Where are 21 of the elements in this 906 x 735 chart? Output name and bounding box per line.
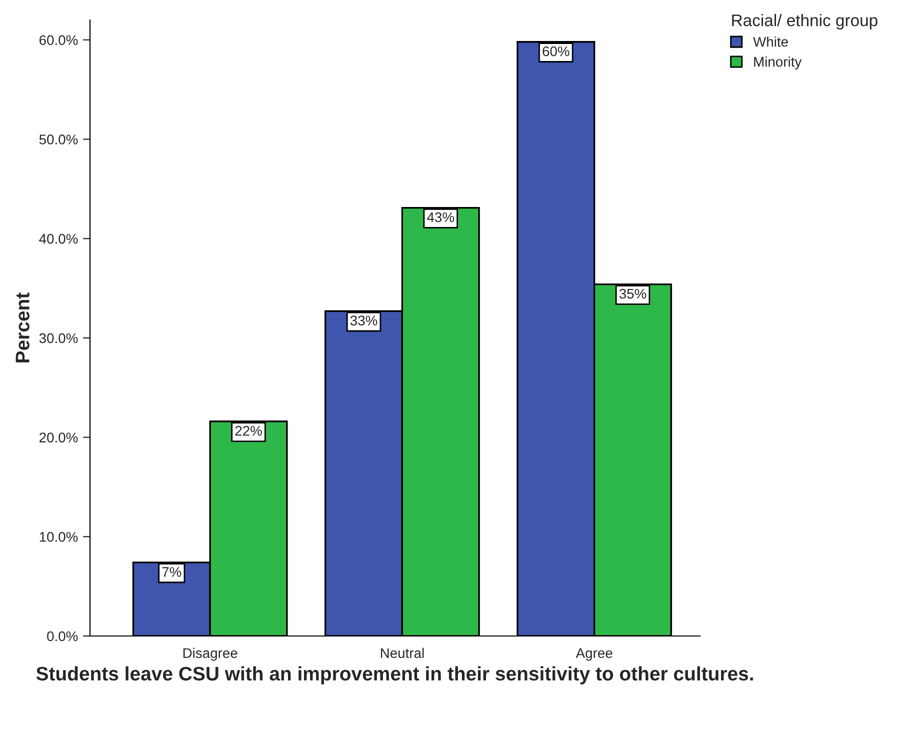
legend-label: White (753, 36, 788, 47)
legend-label: Minority (754, 56, 802, 70)
data-label: 43% (427, 212, 454, 222)
y-tick-label: 40.0% (39, 234, 78, 244)
y-tick-label: 0.0% (47, 631, 78, 642)
data-label: 7% (162, 567, 182, 577)
legend-title: Racial/ ethnic group (732, 14, 878, 30)
data-label: 35% (619, 288, 646, 299)
data-label: 22% (235, 426, 262, 436)
data-label: 33% (350, 316, 378, 326)
y-tick-label: 60.0% (40, 35, 78, 46)
y-tick-label: 50.0% (39, 134, 78, 144)
y-axis-title: Percent (16, 292, 30, 362)
x-tick-label: Disagree (183, 648, 238, 661)
data-label: 60% (542, 46, 570, 56)
y-tick-label: 10.0% (40, 532, 78, 542)
x-tick-label: Agree (576, 648, 612, 661)
y-tick-label: 20.0% (40, 432, 78, 442)
y-tick-label: 30.0% (39, 333, 78, 344)
x-axis-title: Students leave CSU with an improvement in their sensitivity to other cultures. (36, 666, 753, 684)
x-tick-label: Neutral (380, 648, 424, 658)
